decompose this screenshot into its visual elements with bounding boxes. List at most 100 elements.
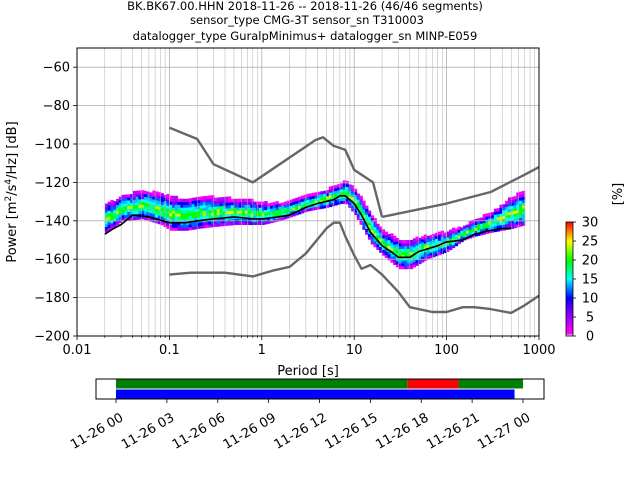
density-cell	[225, 208, 229, 212]
density-cell	[393, 235, 397, 240]
density-cell	[185, 207, 190, 211]
density-cell	[421, 256, 425, 260]
density-cell	[121, 212, 125, 216]
density-cell	[510, 199, 514, 204]
density-cell	[300, 195, 305, 200]
density-cell	[244, 201, 249, 205]
density-cell	[435, 247, 439, 251]
density-cell	[185, 198, 190, 202]
density-cell	[334, 187, 338, 192]
density-cell	[230, 204, 235, 209]
y-tick-label: −140	[34, 214, 70, 229]
density-cell	[174, 198, 179, 202]
density-cell	[373, 220, 377, 225]
density-cell	[311, 192, 316, 197]
density-cell	[367, 233, 372, 237]
density-cell	[116, 216, 120, 220]
density-cell	[188, 215, 193, 219]
density-cell	[225, 222, 229, 226]
density-cell	[236, 210, 240, 214]
density-cell	[281, 216, 285, 221]
density-cell	[116, 201, 120, 206]
density-cell	[351, 185, 355, 189]
density-cell	[488, 224, 492, 228]
density-cell	[222, 219, 226, 224]
density-cell	[379, 240, 383, 245]
density-cell	[429, 252, 433, 256]
density-cell	[401, 248, 405, 252]
density-cell	[107, 221, 111, 226]
density-cell	[152, 193, 156, 197]
density-cell	[502, 207, 506, 211]
density-cell	[205, 210, 209, 214]
density-cell	[505, 203, 509, 207]
density-cell	[124, 214, 128, 219]
density-cell	[353, 211, 358, 216]
density-cell	[482, 214, 486, 218]
density-cell	[222, 202, 226, 206]
density-cell	[239, 198, 243, 202]
density-cell	[227, 210, 232, 215]
density-cell	[191, 217, 195, 222]
density-cell	[353, 208, 358, 213]
density-cell	[107, 201, 111, 205]
density-cell	[174, 201, 179, 205]
density-cell	[306, 208, 310, 212]
density-cell	[435, 238, 439, 242]
density-cell	[222, 222, 226, 227]
density-cell	[132, 193, 137, 198]
density-cell	[521, 216, 526, 221]
density-cell	[191, 212, 195, 216]
density-cell	[474, 233, 478, 237]
density-cell	[272, 207, 277, 211]
density-cell	[169, 198, 173, 202]
density-cell	[505, 200, 509, 205]
coverage-bars	[116, 379, 523, 399]
timeline-tick-label: 11-27 00	[475, 410, 533, 452]
density-cell	[177, 207, 181, 211]
density-cell	[239, 204, 243, 208]
density-cell	[104, 206, 109, 210]
density-cell	[194, 226, 198, 230]
density-cell	[300, 204, 305, 208]
density-cell	[253, 210, 257, 214]
density-cell	[493, 211, 498, 215]
density-cell	[141, 216, 145, 220]
colorbar-tick-label: 15	[582, 273, 599, 288]
density-cell	[177, 201, 181, 205]
density-cell	[521, 190, 526, 195]
density-cell	[451, 244, 456, 249]
density-cell	[407, 245, 411, 250]
density-cell	[222, 208, 226, 212]
density-cell	[519, 220, 523, 224]
density-cell	[202, 213, 207, 217]
density-cell	[373, 223, 377, 228]
density-cell	[409, 239, 414, 244]
density-cell	[227, 222, 232, 226]
density-cell	[323, 193, 327, 197]
density-cell	[519, 208, 523, 213]
density-cell	[104, 226, 109, 230]
density-cell	[337, 187, 341, 191]
density-cell	[286, 203, 291, 207]
density-cell	[421, 253, 425, 257]
density-cell	[236, 201, 240, 205]
density-cell	[519, 203, 523, 207]
density-cell	[283, 215, 288, 220]
density-cell	[225, 202, 229, 206]
density-cell	[250, 210, 254, 214]
density-cell	[460, 230, 464, 234]
density-cell	[155, 202, 159, 207]
density-cell	[432, 242, 436, 246]
density-cell	[118, 205, 123, 209]
density-cell	[359, 215, 363, 220]
density-cell	[421, 250, 425, 254]
density-cell	[171, 204, 176, 208]
density-cell	[183, 204, 187, 208]
density-cell	[328, 203, 333, 208]
density-cell	[443, 232, 447, 236]
density-cell	[107, 213, 111, 217]
density-cell	[367, 222, 372, 226]
density-cell	[250, 207, 254, 211]
density-cell	[351, 199, 355, 203]
